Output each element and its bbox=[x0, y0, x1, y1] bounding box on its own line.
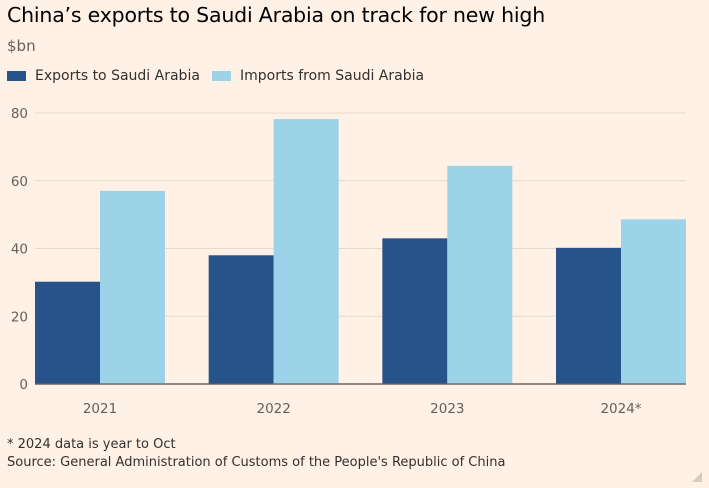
x-axis-ticks: 2021 2022 2023 2024* bbox=[83, 401, 642, 417]
legend-label-imports: Imports from Saudi Arabia bbox=[240, 68, 425, 84]
chart-title: China’s exports to Saudi Arabia on track… bbox=[7, 3, 545, 27]
unit-label: $bn bbox=[7, 37, 36, 55]
bar-imports-2022 bbox=[273, 119, 339, 384]
y-tick-label: 60 bbox=[11, 174, 28, 190]
bars bbox=[35, 119, 686, 385]
legend-swatch-exports bbox=[7, 71, 26, 81]
legend-swatch-imports bbox=[212, 71, 231, 81]
resize-grip-icon bbox=[692, 472, 702, 482]
bar-exports-2023 bbox=[382, 238, 448, 384]
bar-exports-2021 bbox=[35, 281, 100, 384]
y-tick-label: 80 bbox=[11, 106, 28, 122]
x-tick-label: 2022 bbox=[256, 401, 290, 417]
bar-exports-2022 bbox=[208, 255, 274, 384]
y-tick-label: 40 bbox=[11, 242, 28, 258]
x-tick-label: 2021 bbox=[83, 401, 117, 417]
y-axis-ticks: 0 20 40 60 80 bbox=[11, 106, 28, 393]
legend-label-exports: Exports to Saudi Arabia bbox=[35, 68, 200, 84]
x-tick-label: 2023 bbox=[430, 401, 464, 417]
y-tick-label: 0 bbox=[19, 377, 28, 393]
legend-item-imports: Imports from Saudi Arabia bbox=[212, 68, 424, 84]
legend-item-exports: Exports to Saudi Arabia bbox=[7, 68, 200, 84]
source-note: Source: General Administration of Custom… bbox=[7, 455, 506, 470]
footnote: * 2024 data is year to Oct bbox=[7, 437, 176, 452]
bar-imports-2024 bbox=[621, 219, 686, 384]
x-tick-label: 2024* bbox=[600, 401, 641, 417]
bar-exports-2024 bbox=[556, 247, 621, 384]
bar-imports-2021 bbox=[100, 190, 165, 384]
bar-imports-2023 bbox=[447, 165, 513, 384]
y-tick-label: 20 bbox=[11, 309, 28, 325]
